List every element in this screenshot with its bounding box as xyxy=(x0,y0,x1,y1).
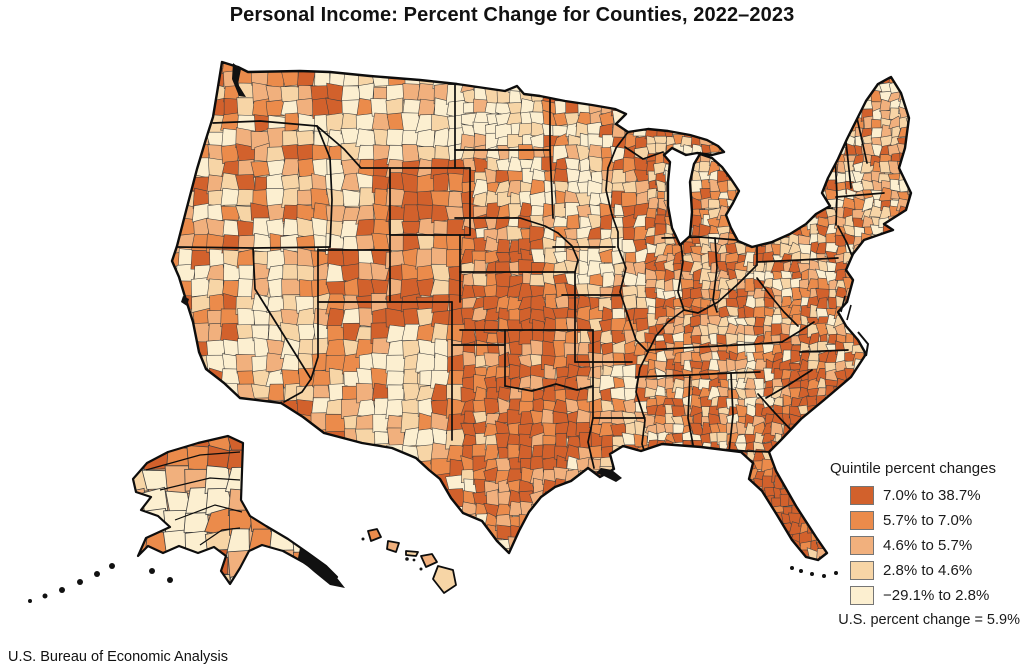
legend-item-quintile-2: 5.7% to 7.0% xyxy=(850,508,1020,533)
legend-swatch xyxy=(850,586,874,605)
legend-label: 7.0% to 38.7% xyxy=(883,487,981,504)
page-title: Personal Income: Percent Change for Coun… xyxy=(229,4,795,26)
legend-item-quintile-5: −29.1% to 2.8% xyxy=(850,583,1020,608)
legend-swatch xyxy=(850,561,874,580)
legend-note: U.S. percent change = 5.9% xyxy=(838,612,1020,628)
legend-label: 2.8% to 4.6% xyxy=(883,562,973,579)
legend-label: 5.7% to 7.0% xyxy=(883,512,973,529)
legend-item-quintile-4: 2.8% to 4.6% xyxy=(850,558,1020,583)
legend-title: Quintile percent changes xyxy=(830,460,996,477)
source-attribution: U.S. Bureau of Economic Analysis xyxy=(8,649,229,665)
legend-item-quintile-1: 7.0% to 38.7% xyxy=(850,483,1020,508)
legend: Quintile percent changes 7.0% to 38.7% 5… xyxy=(820,460,1020,628)
legend-label: −29.1% to 2.8% xyxy=(883,587,990,604)
legend-item-quintile-3: 4.6% to 5.7% xyxy=(850,533,1020,558)
legend-swatch xyxy=(850,486,874,505)
legend-swatch xyxy=(850,536,874,555)
legend-swatch xyxy=(850,511,874,530)
legend-label: 4.6% to 5.7% xyxy=(883,537,973,554)
